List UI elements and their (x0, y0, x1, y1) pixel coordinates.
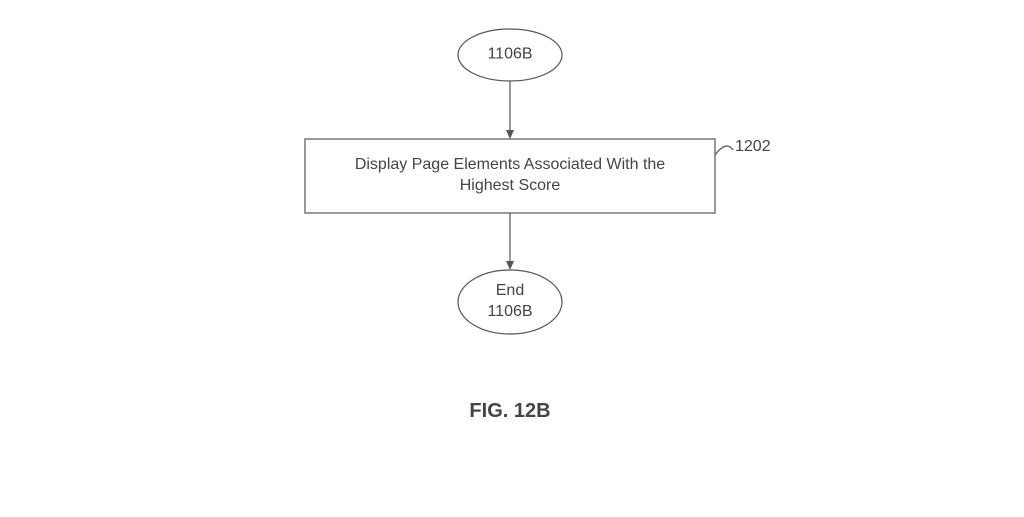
edge-arrowhead-1 (506, 261, 514, 270)
node-label-end: End1106B (487, 281, 532, 323)
node-label-process: Display Page Elements Associated With th… (355, 155, 665, 197)
edge-arrowhead-0 (506, 130, 514, 139)
figure-caption: FIG. 12B (469, 400, 550, 423)
flowchart-svg (0, 0, 1024, 517)
ref-label-process: 1202 (735, 138, 771, 156)
node-label-start: 1106B (487, 45, 532, 66)
leader-squiggle-process (715, 146, 733, 155)
